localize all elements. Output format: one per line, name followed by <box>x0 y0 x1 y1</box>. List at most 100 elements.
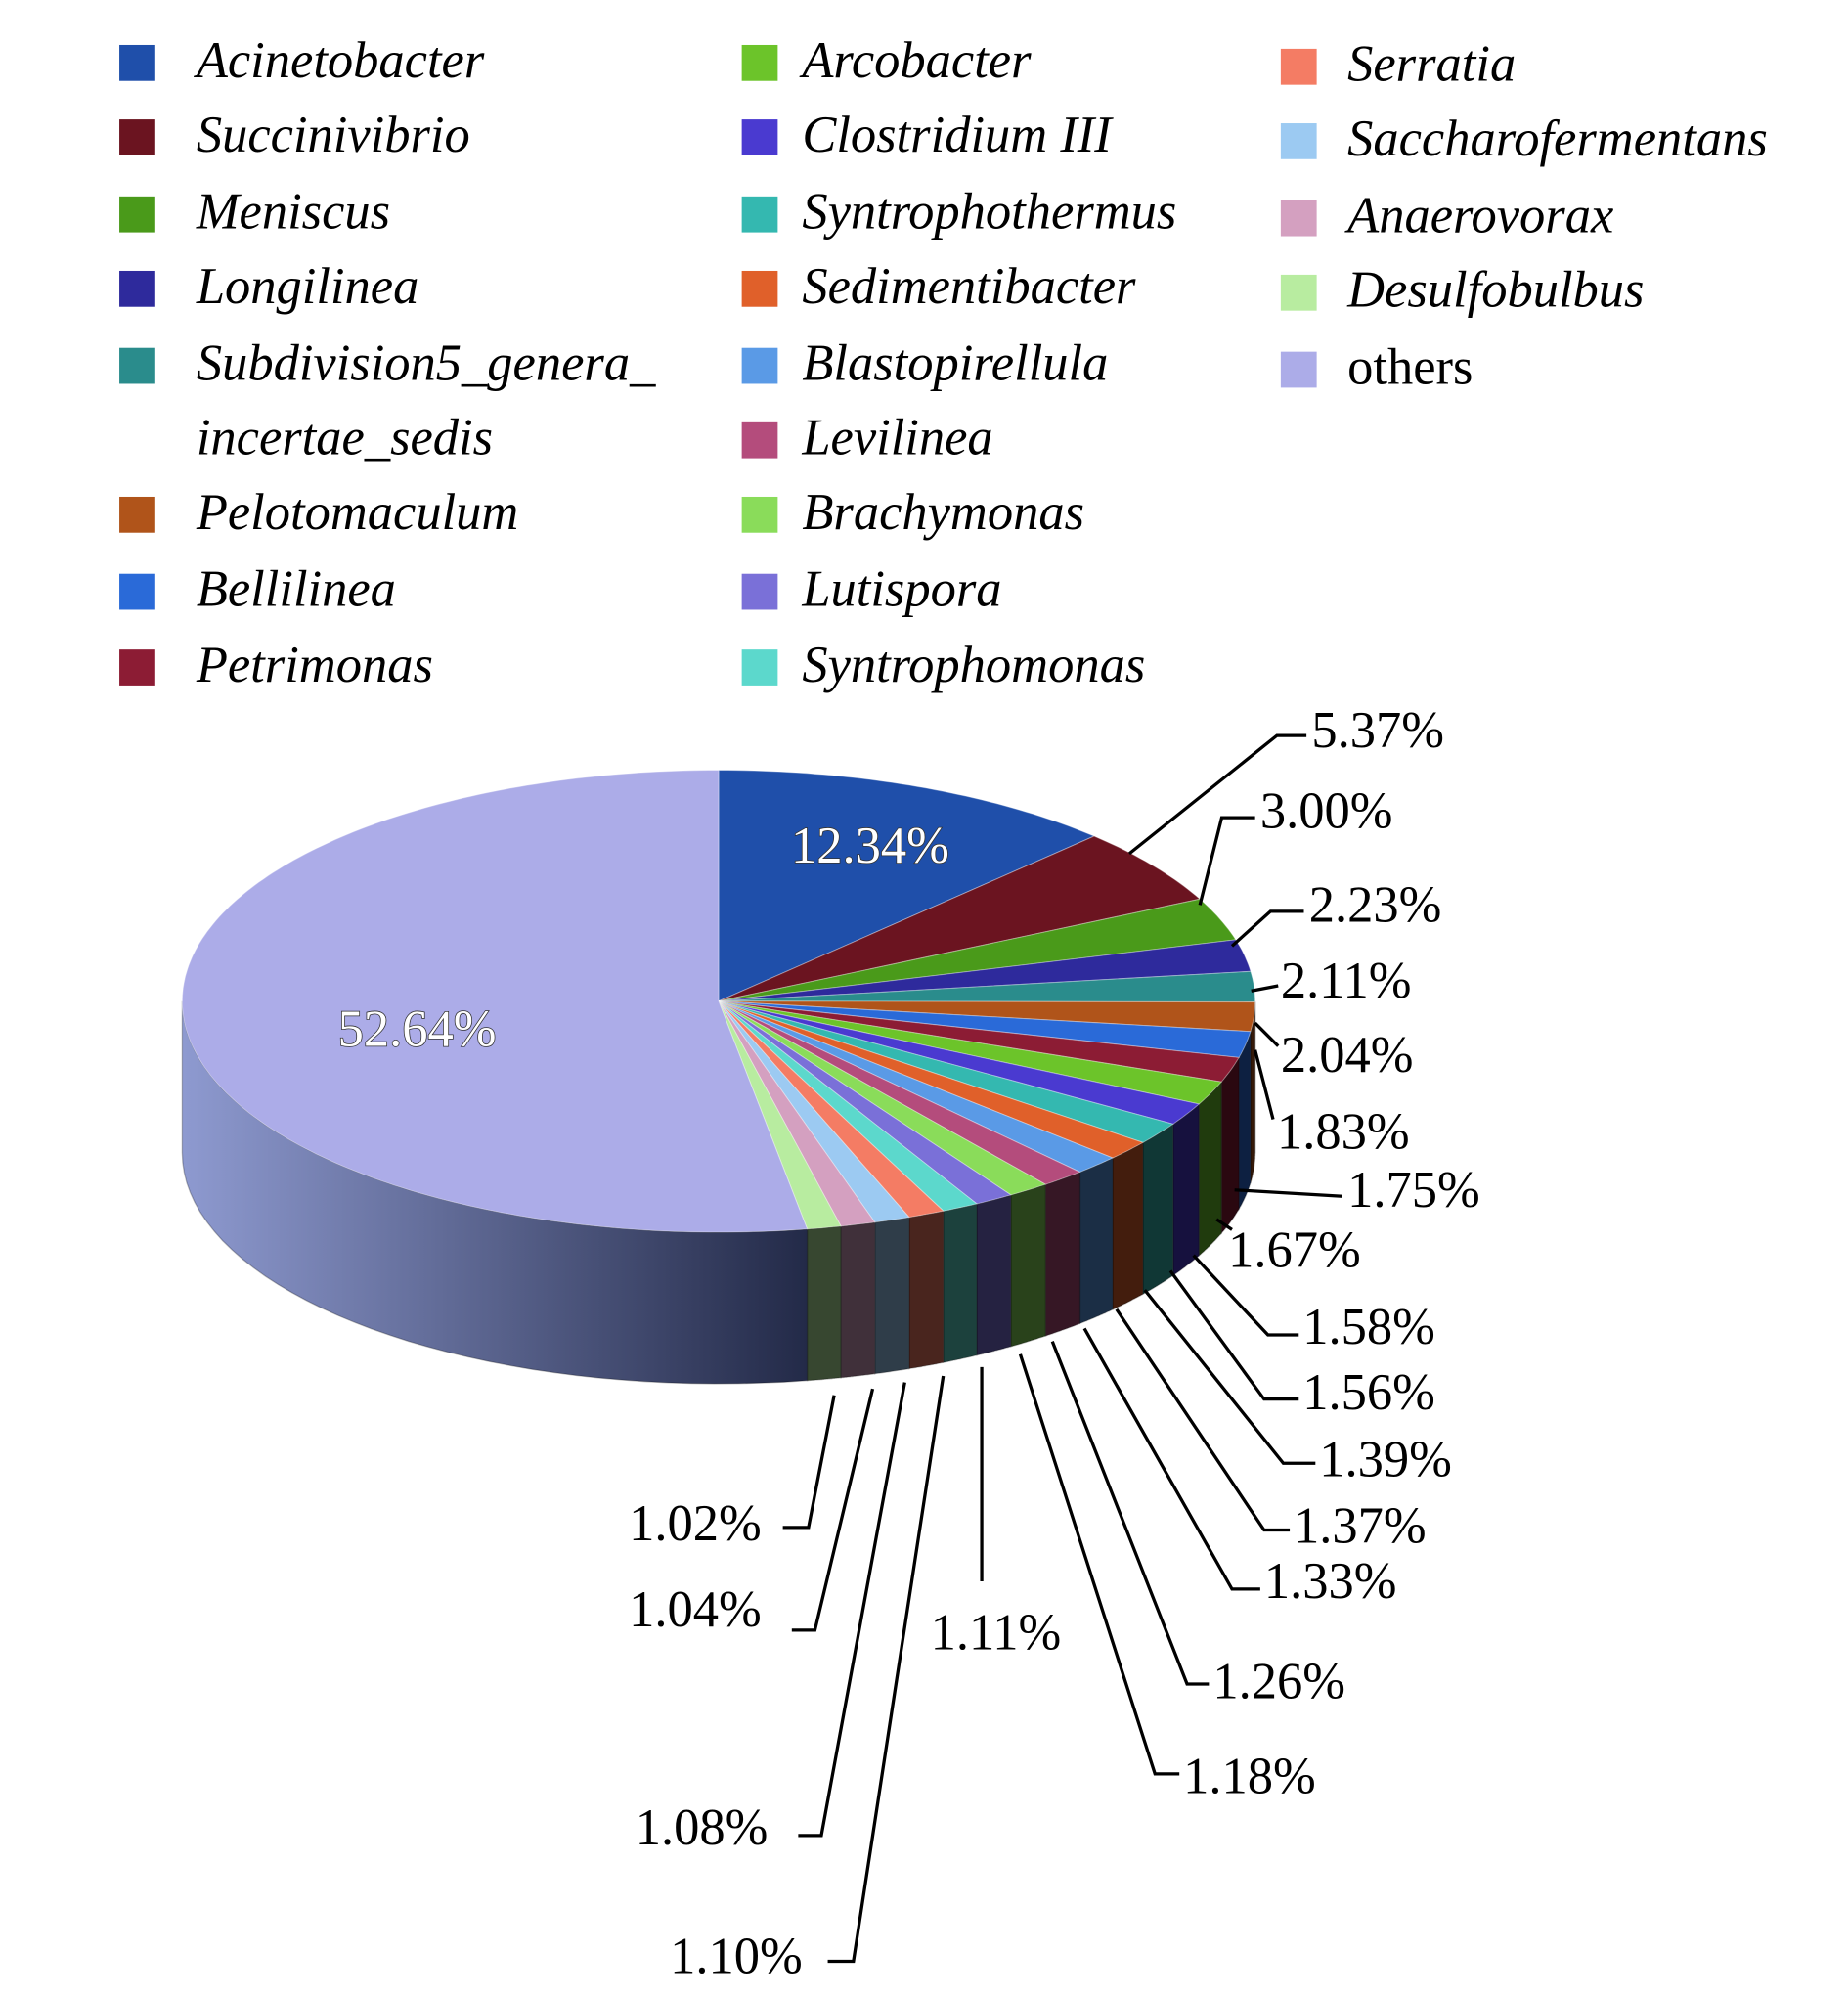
slice-serratia <box>718 1000 945 1219</box>
legend-swatch-arcobacter <box>741 44 778 81</box>
slice-brachymonas <box>718 1000 1047 1196</box>
legend-swatch-longilinea <box>119 270 155 307</box>
data-labels: 12.34% 5.37% 3.00% 2.23% 2.11% 2.04% 1.83%1.75… <box>337 702 1480 1984</box>
legend-swatch-lutispora <box>741 573 778 610</box>
pie-slices <box>181 770 1256 1233</box>
data-label-acinetobacter: 12.34% <box>791 818 949 874</box>
leader-line-syntrophothermus <box>1168 1269 1299 1401</box>
legend-label-blastopirellula: Blastopirellula <box>802 335 1108 392</box>
legend-swatch-anaerovorax <box>1280 200 1317 237</box>
legend-label-anaerovorax: Anaerovorax <box>1344 188 1613 244</box>
slice-lutispora <box>718 1000 1013 1205</box>
slice-side-clostridium-iii <box>1172 1102 1200 1277</box>
leader-line-levilinea <box>1082 1327 1260 1591</box>
leader-line-desulfobulbus <box>782 1395 836 1530</box>
legend-swatch-blastopirellula <box>741 347 778 384</box>
data-label-saccharofermentans: 1.08% <box>636 1799 769 1856</box>
data-label-anaerovorax: 1.04% <box>629 1581 762 1638</box>
slice-side-anaerovorax <box>840 1221 876 1379</box>
legend-swatch-syntrophothermus <box>741 196 778 233</box>
data-label-pelotomaculum: 2.04% <box>1281 1027 1414 1084</box>
legend-label-sedimentibacter: Sedimentibacter <box>802 258 1136 315</box>
slice-saccharofermentans <box>718 1000 910 1223</box>
slice-side-lutispora <box>976 1193 1012 1356</box>
data-label-petrimonas: 1.75% <box>1347 1162 1480 1219</box>
data-label-blastopirellula: 1.37% <box>1294 1498 1427 1555</box>
legend-label-longilinea: Longilinea <box>196 258 419 315</box>
slice-subdivision5-genera-incertae-sedis <box>718 970 1256 1003</box>
legend-swatch-brachymonas <box>741 496 778 533</box>
legend-label-arcobacter: Arcobacter <box>799 32 1032 89</box>
slice-blastopirellula <box>718 1000 1115 1174</box>
legend-swatch-bellilinea <box>119 573 155 610</box>
legend-label-acinetobacter: Acinetobacter <box>194 32 485 89</box>
slice-side-syntrophomonas <box>943 1203 978 1363</box>
data-label-syntrophomonas: 1.11% <box>931 1605 1062 1662</box>
legend-swatch-levilinea <box>741 421 778 459</box>
legend-label-saccharofermentans: Saccharofermentans <box>1347 111 1768 167</box>
legend-label-levilinea: Levilinea <box>801 410 992 466</box>
legend-label-clostridium-iii: Clostridium III <box>802 107 1114 163</box>
leader-line-anaerovorax <box>791 1388 875 1632</box>
legend-swatch-clostridium-iii <box>741 119 778 155</box>
legend-swatch-others <box>1280 351 1317 388</box>
data-label-meniscus: 3.00% <box>1260 783 1393 840</box>
legend-label-pelotomaculum: Pelotomaculum <box>196 484 519 541</box>
slice-side-serratia <box>908 1210 945 1370</box>
slice-clostridium-iii <box>718 1000 1201 1125</box>
data-label-clostridium-iii: 1.58% <box>1302 1299 1435 1355</box>
data-label-lutispora: 1.18% <box>1183 1749 1316 1805</box>
legend-label-syntrophomonas: Syntrophomonas <box>802 637 1145 693</box>
leader-line-longilinea <box>1230 909 1304 948</box>
slice-side-saccharofermentans <box>874 1216 910 1375</box>
slice-petrimonas <box>718 1000 1240 1083</box>
legend-label-lutispora: Lutispora <box>801 561 1001 618</box>
data-label-levilinea: 1.33% <box>1264 1553 1397 1610</box>
leader-line-blastopirellula <box>1115 1308 1291 1532</box>
slice-levilinea <box>718 1000 1081 1185</box>
data-label-desulfobulbus: 1.02% <box>629 1495 762 1552</box>
legend-swatch-serratia <box>1280 48 1317 85</box>
legend-label-syntrophothermus: Syntrophothermus <box>802 184 1176 241</box>
legend-label-subdivision5-genera: Subdivision5_genera_ <box>197 335 656 392</box>
slice-side-levilinea <box>1044 1171 1081 1337</box>
data-label-sedimentibacter: 1.39% <box>1319 1431 1452 1487</box>
legend-swatch-subdivision5-genera-incertae-sedis <box>119 347 155 384</box>
slice-pelotomaculum <box>718 1000 1256 1033</box>
leader-line-succinivibrio <box>1127 733 1307 856</box>
data-label-arcobacter: 1.67% <box>1228 1221 1361 1278</box>
legend-label-bellilinea: Bellilinea <box>197 561 396 618</box>
leader-line-petrimonas <box>1234 1188 1342 1198</box>
legend-label-brachymonas: Brachymonas <box>802 484 1084 541</box>
slice-side-bellilinea <box>1238 1031 1252 1212</box>
leader-line-clostridium-iii <box>1192 1254 1299 1337</box>
data-label-brachymonas: 1.26% <box>1212 1653 1345 1709</box>
legend-swatch-pelotomaculum <box>119 496 155 533</box>
data-label-succinivibrio: 5.37% <box>1311 702 1444 759</box>
legend-label-meniscus: Meniscus <box>196 184 390 241</box>
data-label-serratia: 1.10% <box>670 1928 803 1984</box>
leader-line-saccharofermentans <box>798 1382 906 1838</box>
slice-side-desulfobulbus <box>806 1225 842 1382</box>
legend-swatch-acinetobacter <box>119 44 155 81</box>
leader-line-sedimentibacter <box>1143 1289 1316 1465</box>
slice-sedimentibacter <box>718 1000 1145 1159</box>
legend-swatch-desulfobulbus <box>1280 274 1317 311</box>
leader-line-lutispora <box>1018 1353 1180 1776</box>
legend-swatch-petrimonas <box>119 649 155 686</box>
legend-swatch-succinivibrio <box>119 119 155 155</box>
slice-side-syntrophothermus <box>1142 1123 1174 1296</box>
slice-side-blastopirellula <box>1078 1156 1114 1325</box>
slice-arcobacter <box>718 1000 1223 1105</box>
data-label-subdivision5-genera-incertae-sedis: 2.11% <box>1281 953 1412 1009</box>
slice-syntrophothermus <box>718 1000 1175 1143</box>
slice-side-sedimentibacter <box>1112 1141 1144 1310</box>
legend-label-petrimonas: Petrimonas <box>196 637 433 693</box>
slice-anaerovorax <box>718 1000 876 1227</box>
slice-side-brachymonas <box>1010 1183 1046 1348</box>
slice-meniscus <box>718 898 1237 1002</box>
slice-succinivibrio <box>718 835 1202 1002</box>
data-label-bellilinea: 1.83% <box>1277 1104 1410 1161</box>
leader-line-subdivision5-genera-incertae-sedis <box>1251 984 1279 993</box>
